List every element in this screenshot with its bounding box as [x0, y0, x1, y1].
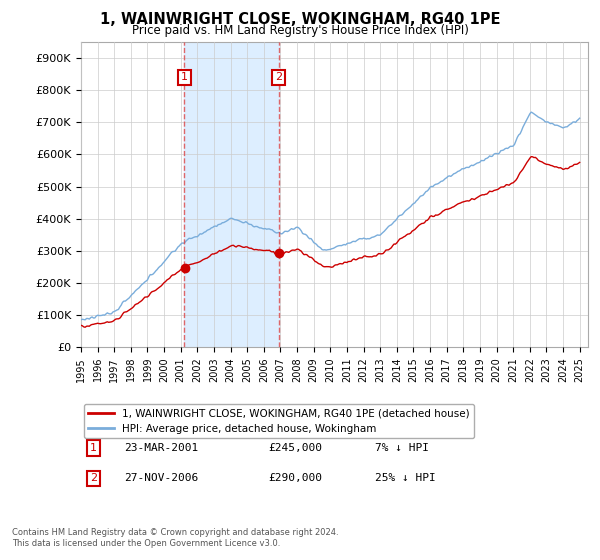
Text: 23-MAR-2001: 23-MAR-2001: [124, 443, 199, 453]
Text: 2: 2: [275, 72, 283, 82]
Text: £290,000: £290,000: [269, 473, 323, 483]
Text: Price paid vs. HM Land Registry's House Price Index (HPI): Price paid vs. HM Land Registry's House …: [131, 24, 469, 36]
Text: £245,000: £245,000: [269, 443, 323, 453]
Text: 27-NOV-2006: 27-NOV-2006: [124, 473, 199, 483]
Text: 7% ↓ HPI: 7% ↓ HPI: [375, 443, 429, 453]
Text: 1: 1: [90, 443, 97, 453]
Text: 2: 2: [90, 473, 97, 483]
Text: 1: 1: [181, 72, 188, 82]
Text: Contains HM Land Registry data © Crown copyright and database right 2024.
This d: Contains HM Land Registry data © Crown c…: [12, 528, 338, 548]
Legend: 1, WAINWRIGHT CLOSE, WOKINGHAM, RG40 1PE (detached house), HPI: Average price, d: 1, WAINWRIGHT CLOSE, WOKINGHAM, RG40 1PE…: [83, 404, 474, 438]
Text: 1, WAINWRIGHT CLOSE, WOKINGHAM, RG40 1PE: 1, WAINWRIGHT CLOSE, WOKINGHAM, RG40 1PE: [100, 12, 500, 27]
Bar: [184, 42, 279, 347]
Text: 25% ↓ HPI: 25% ↓ HPI: [375, 473, 436, 483]
